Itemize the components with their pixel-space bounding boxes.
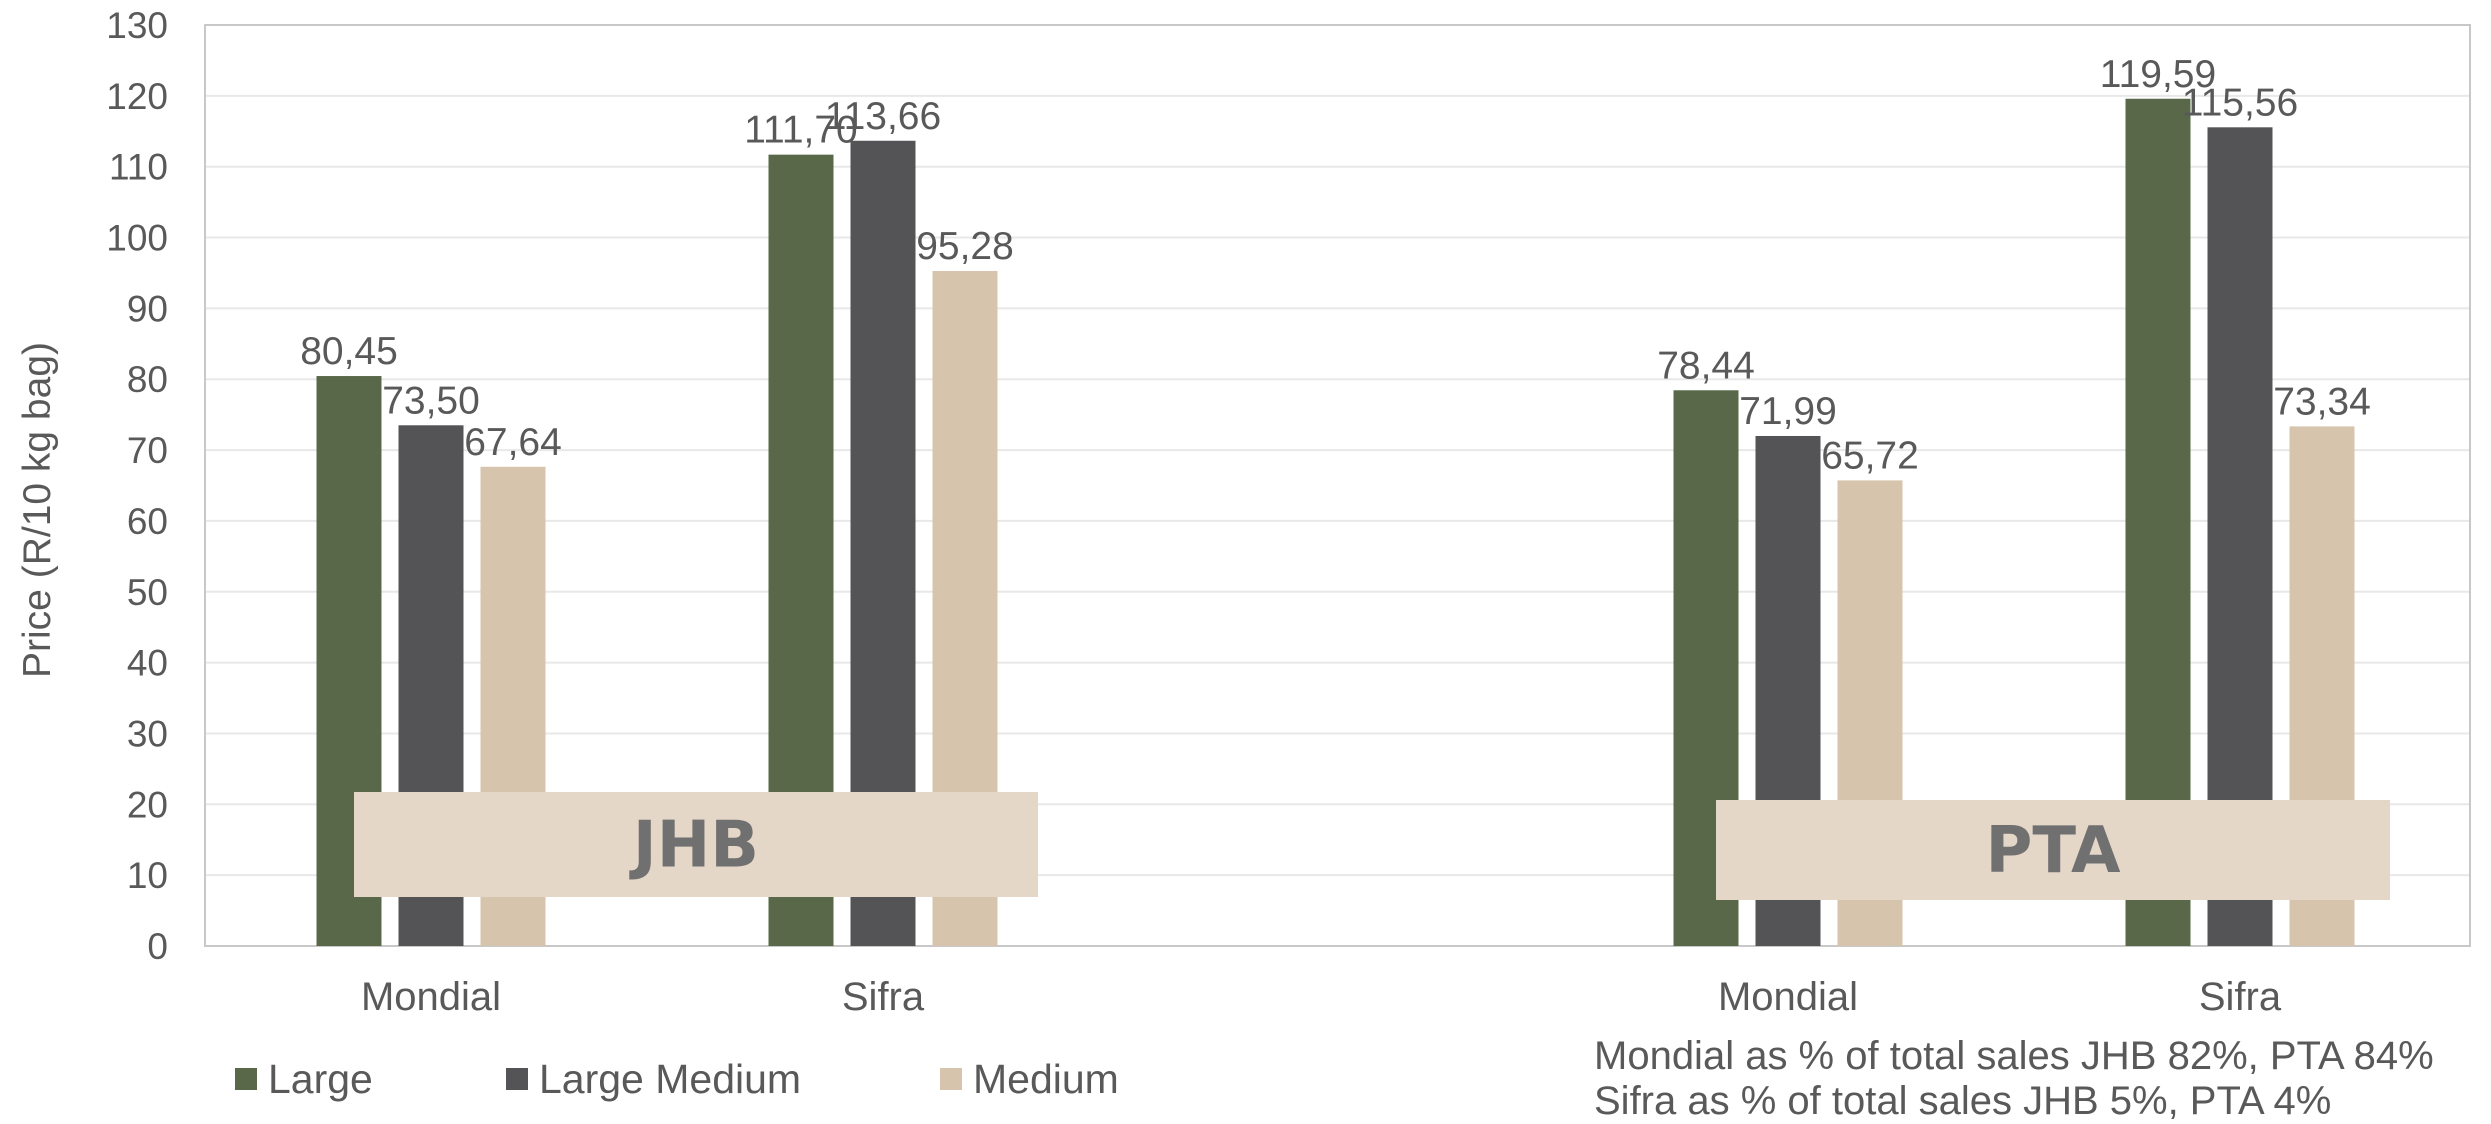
y-tick-label: 110	[109, 147, 168, 188]
group-label-jhb: JHB	[629, 809, 759, 883]
category-labels: Mondial Sifra Mondial Sifra	[361, 975, 2282, 1019]
category-label: Mondial	[1718, 975, 1858, 1019]
group-label-pta: PTA	[1985, 814, 2121, 888]
legend-label: Large	[268, 1056, 373, 1102]
y-axis-ticks: 0 10 20 30 40 50 60 70 80 90 100 110 120 130	[106, 5, 168, 967]
annotation-sifra: Sifra as % of total sales JHB 5%, PTA 4%	[1594, 1079, 2331, 1123]
group-label-box	[354, 792, 1038, 897]
data-label: 80,45	[300, 330, 398, 373]
category-label: Sifra	[2199, 975, 2282, 1019]
group-labels: JHB PTA	[354, 792, 2390, 900]
bars	[316, 98, 2355, 947]
data-label: 71,99	[1739, 390, 1837, 433]
data-label: 78,44	[1657, 344, 1755, 387]
category-label: Sifra	[842, 975, 925, 1019]
y-tick-label: 30	[127, 713, 168, 754]
y-tick-label: 20	[127, 784, 168, 825]
y-tick-label: 130	[106, 5, 168, 46]
data-label: 113,66	[825, 95, 941, 138]
y-tick-label: 90	[127, 288, 168, 329]
data-label: 73,50	[382, 379, 480, 422]
y-tick-label: 10	[127, 855, 168, 896]
y-tick-label: 50	[127, 572, 168, 613]
y-tick-label: 60	[127, 501, 168, 542]
legend-label: Medium	[973, 1056, 1119, 1102]
y-tick-label: 70	[127, 430, 168, 471]
annotation-mondial: Mondial as % of total sales JHB 82%, PTA…	[1594, 1034, 2434, 1078]
data-label: 67,64	[464, 421, 562, 464]
legend: Large Large Medium Medium	[235, 1056, 1119, 1102]
y-tick-label: 120	[106, 76, 168, 117]
data-label: 119,59	[2100, 53, 2216, 96]
legend-swatch	[506, 1068, 528, 1090]
annotations: Mondial as % of total sales JHB 82%, PTA…	[1594, 1034, 2434, 1123]
y-tick-label: 80	[127, 359, 168, 400]
legend-swatch	[235, 1068, 257, 1090]
legend-swatch	[940, 1068, 962, 1090]
data-label: 115,56	[2182, 81, 2298, 124]
y-tick-label: 0	[147, 926, 168, 967]
plot-frame	[204, 24, 2471, 947]
y-tick-label: 40	[127, 643, 168, 684]
data-label: 73,34	[2273, 380, 2371, 423]
data-label: 95,28	[916, 225, 1014, 268]
y-axis-label: Price (R/10 kg bag)	[16, 342, 59, 678]
group-label-box	[1716, 800, 2390, 900]
legend-label: Large Medium	[539, 1056, 801, 1102]
gridlines	[204, 24, 2471, 947]
y-tick-label: 100	[106, 218, 168, 259]
category-label: Mondial	[361, 975, 501, 1019]
data-label: 65,72	[1821, 434, 1919, 477]
data-label: 111,70	[744, 109, 858, 152]
